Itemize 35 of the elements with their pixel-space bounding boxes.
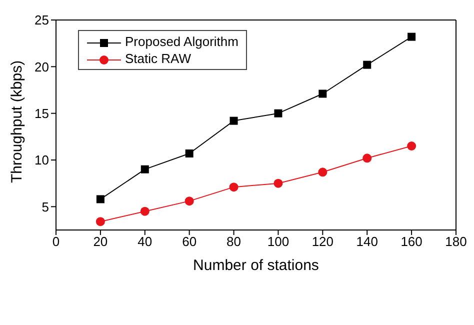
x-tick-label: 60 [182,234,197,250]
point [229,182,238,192]
y-tick-label: 20 [34,59,49,74]
x-tick-label: 40 [138,234,152,250]
point [96,217,105,226]
point [230,116,238,125]
point [362,154,372,163]
legend-label: Static RAW [125,51,191,66]
y-axis-title: Throughput (kbps) [8,60,26,183]
y-tick-label: 5 [42,199,49,214]
x-tick-label: 160 [400,234,422,250]
x-tick-label: 100 [267,234,290,250]
point [140,165,149,174]
y-tick-label: 10 [34,152,49,168]
x-tick-label: 180 [445,234,467,250]
x-tick-label: 20 [93,234,108,250]
point [274,178,283,188]
point [408,32,416,41]
point [96,195,104,204]
point [318,90,327,98]
point [363,60,372,69]
x-tick-label: 80 [226,234,242,250]
point [185,149,194,158]
point [407,142,416,150]
y-tick-label: 25 [34,12,49,28]
point [184,196,194,206]
x-tick-label: 120 [312,234,334,250]
point [318,168,328,177]
y-tick-label: 15 [34,106,49,121]
x-tick-label: 0 [52,234,60,250]
x-axis-title: Number of stations [193,257,319,274]
point [274,109,282,118]
x-tick-label: 140 [356,234,378,250]
legend-label: Proposed Algorithm [125,34,238,49]
point [140,206,150,216]
